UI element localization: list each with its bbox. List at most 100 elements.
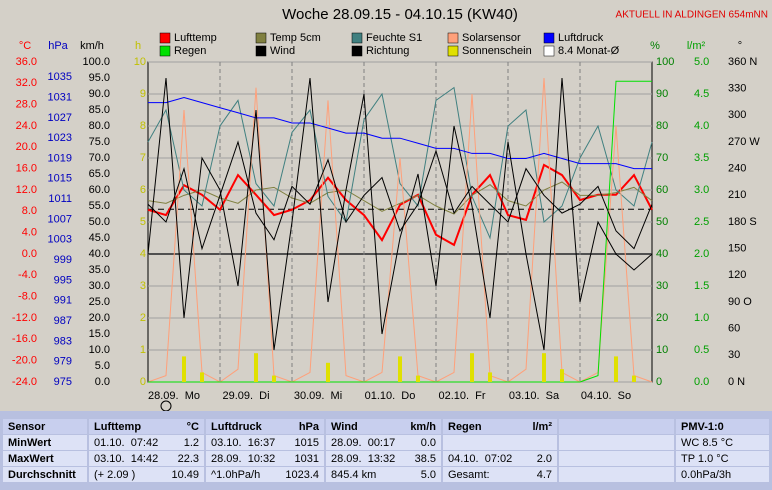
table-cell bbox=[3, 435, 87, 450]
tick-label: -24.0 bbox=[12, 376, 37, 388]
table-cell bbox=[3, 451, 87, 466]
tick-label: 1 bbox=[140, 344, 146, 356]
table-cell bbox=[326, 451, 441, 466]
tick-label: -4.0 bbox=[18, 269, 37, 281]
table-cell bbox=[89, 419, 204, 434]
sun-bar bbox=[326, 362, 330, 382]
legend-swatch bbox=[255, 45, 267, 57]
tick-label: 2 bbox=[140, 312, 146, 324]
table-cell bbox=[89, 435, 204, 450]
tick-label: 40 bbox=[656, 248, 668, 260]
tick-label: 0.0 bbox=[95, 376, 110, 388]
tick-label: 50 bbox=[656, 216, 668, 228]
x-tick-label: 02.10. Fr bbox=[438, 390, 485, 402]
tick-label: 10 bbox=[134, 56, 146, 68]
table-text: Sensor bbox=[8, 421, 46, 433]
tick-label: 120 bbox=[728, 269, 746, 281]
axis-label: ° bbox=[738, 40, 742, 52]
tick-label: 60 bbox=[728, 323, 740, 335]
legend-label: Regen bbox=[174, 45, 206, 57]
tick-label: 995 bbox=[54, 274, 72, 286]
tick-label: 30 bbox=[656, 280, 668, 292]
table-text: km/h bbox=[410, 421, 436, 433]
series-line bbox=[148, 97, 652, 170]
table-text: Luftdruck bbox=[211, 421, 263, 433]
legend-swatch bbox=[447, 45, 459, 57]
tick-label: 150 bbox=[728, 243, 746, 255]
table-cell bbox=[89, 451, 204, 466]
table-text: ^1.0hPa/h bbox=[211, 469, 260, 481]
tick-label: 80 bbox=[656, 120, 668, 132]
tick-label: 25.0 bbox=[89, 296, 110, 308]
legend-label: Wind bbox=[270, 45, 295, 57]
legend-label: Sonnenschein bbox=[462, 45, 532, 57]
axis-label: % bbox=[650, 40, 660, 52]
tick-label: 1019 bbox=[48, 152, 72, 164]
legend-label: Lufttemp bbox=[174, 32, 217, 44]
sun-bar bbox=[632, 375, 636, 382]
table-cell bbox=[3, 419, 87, 434]
axis-label: h bbox=[135, 40, 141, 52]
series-line bbox=[147, 140, 653, 251]
table-cell bbox=[89, 467, 204, 482]
tick-label: 330 bbox=[728, 83, 746, 95]
tick-label: 8 bbox=[140, 120, 146, 132]
axis-label: l/m² bbox=[687, 40, 706, 52]
legend-label: Richtung bbox=[366, 45, 409, 57]
table-text: Lufttemp bbox=[94, 421, 141, 433]
tick-label: 987 bbox=[54, 315, 72, 327]
tick-label: 24.0 bbox=[16, 120, 37, 132]
tick-label: -16.0 bbox=[12, 333, 37, 345]
sun-bar bbox=[416, 375, 420, 382]
series-line bbox=[147, 77, 653, 383]
tick-label: 95.0 bbox=[89, 72, 110, 84]
tick-label: 1027 bbox=[48, 112, 72, 124]
x-tick-label: 03.10. Sa bbox=[509, 390, 560, 402]
table-text: 03.10. 14:42 bbox=[94, 453, 158, 465]
table-text: Wind bbox=[331, 421, 358, 433]
table-cell bbox=[443, 435, 557, 450]
table-cell bbox=[443, 451, 557, 466]
table-text: 2.0 bbox=[537, 453, 552, 465]
table-text: 10.49 bbox=[171, 469, 199, 481]
tick-label: 6 bbox=[140, 184, 146, 196]
series-line bbox=[147, 77, 653, 351]
legend-swatch bbox=[255, 32, 267, 44]
tick-label: 983 bbox=[54, 335, 72, 347]
sun-bar bbox=[542, 353, 546, 382]
sun-bar bbox=[614, 356, 618, 382]
tick-label: 4.5 bbox=[694, 88, 709, 100]
legend-swatch bbox=[351, 45, 363, 57]
legend-label: Feuchte S1 bbox=[366, 32, 422, 44]
tick-label: 1011 bbox=[48, 193, 72, 205]
legend-swatch bbox=[543, 45, 555, 57]
tick-label: 35.0 bbox=[89, 264, 110, 276]
legend-swatch bbox=[447, 32, 459, 44]
table-text: 1015 bbox=[295, 437, 319, 449]
tick-label: 0.0 bbox=[22, 248, 37, 260]
table-text: 38.5 bbox=[415, 453, 436, 465]
tick-label: -8.0 bbox=[18, 291, 37, 303]
legend-label: Luftdruck bbox=[558, 32, 604, 44]
tick-label: 3.0 bbox=[694, 184, 709, 196]
table-cell bbox=[206, 435, 324, 450]
table-cell bbox=[326, 467, 441, 482]
tick-label: 0.5 bbox=[694, 344, 709, 356]
tick-label: 45.0 bbox=[89, 232, 110, 244]
table-text: Gesamt: bbox=[448, 469, 490, 481]
table-cell bbox=[206, 419, 324, 434]
table-text: hPa bbox=[299, 421, 320, 433]
tick-label: 75.0 bbox=[89, 136, 110, 148]
table-text: 03.10. 16:37 bbox=[211, 437, 275, 449]
sun-bar bbox=[272, 375, 276, 382]
tick-label: 8.0 bbox=[22, 205, 37, 217]
tick-label: 3 bbox=[140, 280, 146, 292]
tick-label: 20.0 bbox=[89, 312, 110, 324]
legend-swatch bbox=[351, 32, 363, 44]
tick-label: 30 bbox=[728, 349, 740, 361]
tick-label: 5.0 bbox=[95, 360, 110, 372]
tick-label: 4.0 bbox=[694, 120, 709, 132]
sun-bar bbox=[470, 353, 474, 382]
